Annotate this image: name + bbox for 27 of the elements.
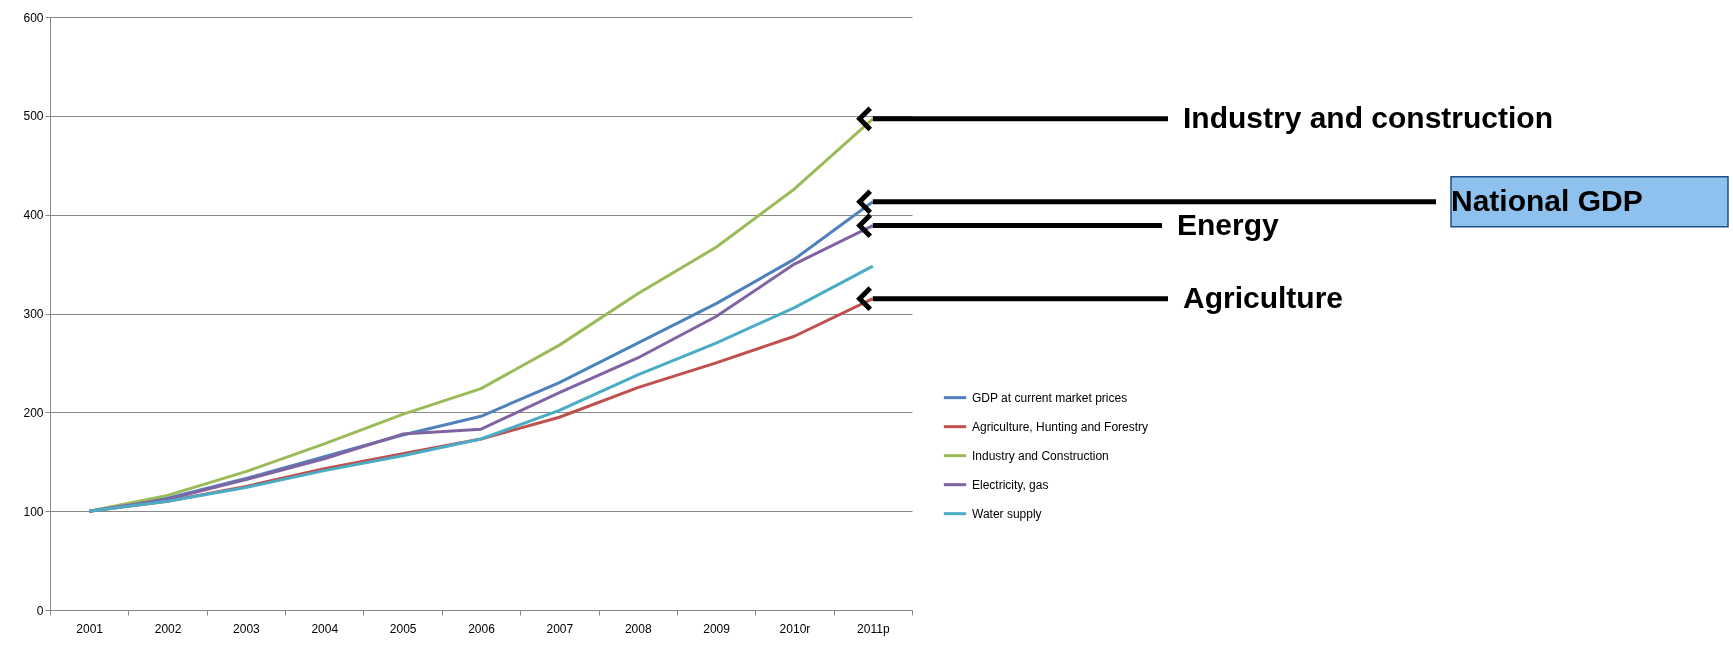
x-tick-label: 2004 — [311, 621, 339, 636]
annotation: National GDP — [1451, 183, 1643, 217]
x-tick-label: 2003 — [233, 621, 261, 636]
y-tick-label: 300 — [23, 307, 44, 321]
x-tick-label: 2011p — [857, 621, 890, 636]
annotation: Agriculture — [1183, 280, 1344, 314]
x-tick-label: 2008 — [624, 621, 652, 636]
y-tick-label: 500 — [23, 109, 44, 124]
x-tick-label: 2010r — [779, 621, 811, 636]
annotation: Industry and construction — [1183, 100, 1554, 134]
annotation: Energy — [1177, 207, 1280, 241]
legend-label: Electricity, gas — [972, 477, 1049, 492]
x-tick-label: 2002 — [154, 621, 182, 636]
legend-label: GDP at current market prices — [972, 390, 1128, 405]
y-tick-label: 200 — [23, 405, 44, 420]
y-tick-label: 600 — [23, 10, 44, 25]
x-tick-label: 2001 — [76, 621, 104, 636]
x-tick-label: 2007 — [546, 621, 574, 636]
y-tick-label: 400 — [23, 208, 44, 223]
x-tick-label: 2009 — [703, 621, 731, 636]
y-tick-label: 0 — [36, 603, 44, 618]
legend-label: Agriculture, Hunting and Forestry — [972, 419, 1149, 434]
legend-label: Industry and Construction — [972, 448, 1109, 463]
legend-label: Water supply — [972, 506, 1042, 521]
x-tick-label: 2006 — [468, 621, 496, 636]
y-tick-label: 100 — [23, 504, 44, 519]
x-tick-label: 2005 — [389, 621, 417, 636]
